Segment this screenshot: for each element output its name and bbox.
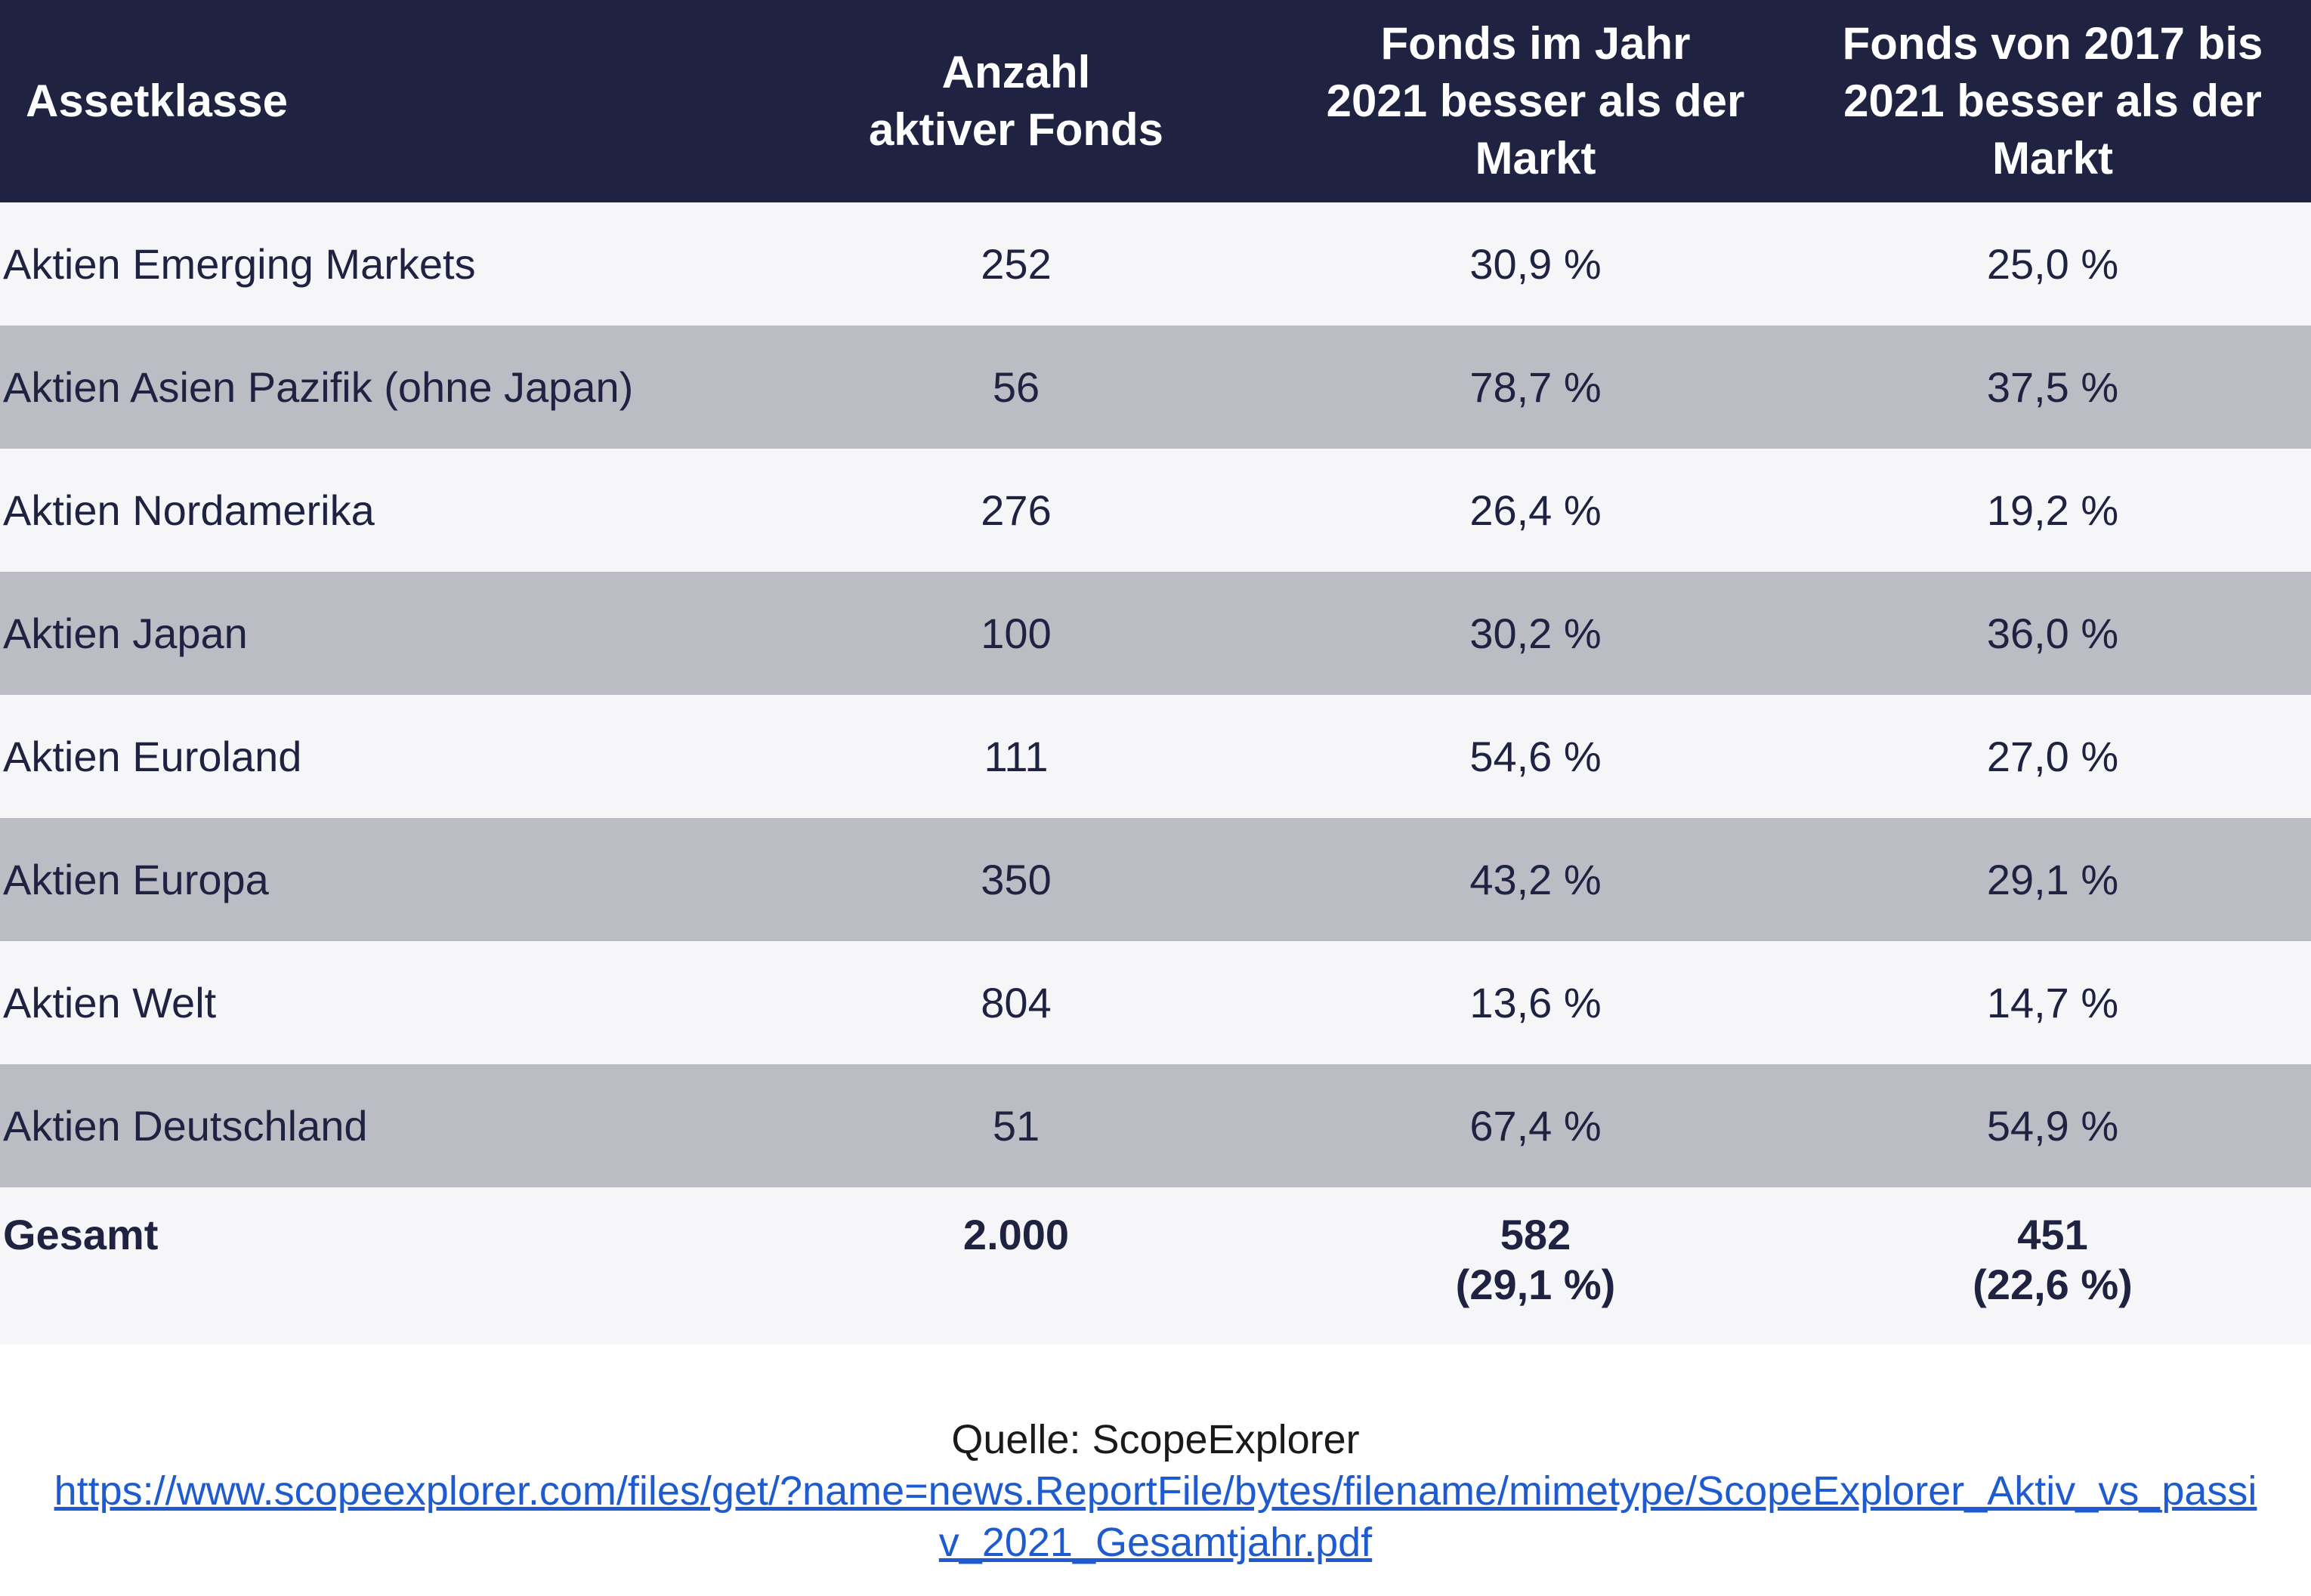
table-row: Aktien Nordamerika 276 26,4 % 19,2 % — [0, 449, 2311, 572]
asset-class-cell: Aktien Deutschland — [3, 1102, 368, 1150]
fund-performance-table: Assetklasse Anzahl aktiver Fonds Fonds i… — [0, 0, 2311, 1344]
asset-class-cell: Aktien Euroland — [3, 733, 302, 780]
total-row: Gesamt 2.000 582 (29,1 %) 451 (22,6 %) — [0, 1187, 2311, 1344]
outperform-2017-2021-cell: 54,9 % — [1986, 1102, 2119, 1150]
outperform-2017-2021-cell: 25,0 % — [1986, 240, 2119, 288]
table-row: Aktien Japan 100 30,2 % 36,0 % — [0, 572, 2311, 695]
outperform-2021-cell: 54,6 % — [1469, 733, 1602, 780]
asset-class-cell: Aktien Asien Pazifik (ohne Japan) — [3, 363, 634, 411]
outperform-2017-2021-cell: 36,0 % — [1986, 610, 2119, 657]
fund-count-cell: 804 — [981, 979, 1052, 1026]
total-outperform-2017-2021: 451 (22,6 %) — [1973, 1211, 2133, 1308]
outperform-2021-cell: 43,2 % — [1469, 856, 1602, 903]
outperform-2021-cell: 26,4 % — [1469, 486, 1602, 534]
source-note: Quelle: ScopeExplorer https://www.scopee… — [0, 1414, 2311, 1568]
table-row: Aktien Welt 804 13,6 % 14,7 % — [0, 941, 2311, 1064]
outperform-2021-cell: 78,7 % — [1469, 363, 1602, 411]
header-anzahl-aktiver-fonds: Anzahl aktiver Fonds — [868, 47, 1164, 155]
asset-class-cell: Aktien Welt — [3, 979, 217, 1026]
outperform-2021-cell: 67,4 % — [1469, 1102, 1602, 1150]
table-row: Aktien Emerging Markets 252 30,9 % 25,0 … — [0, 202, 2311, 326]
outperform-2017-2021-cell: 14,7 % — [1986, 979, 2119, 1026]
total-count: 2.000 — [962, 1211, 1070, 1258]
table-row: Aktien Asien Pazifik (ohne Japan) 56 78,… — [0, 326, 2311, 449]
asset-class-cell: Aktien Japan — [3, 610, 248, 657]
outperform-2021-cell: 30,9 % — [1469, 240, 1602, 288]
source-link[interactable]: https://www.scopeexplorer.com/files/get/… — [54, 1468, 2257, 1565]
source-label: Quelle: ScopeExplorer — [951, 1417, 1360, 1462]
fund-count-cell: 100 — [981, 610, 1052, 657]
total-label: Gesamt — [3, 1211, 159, 1258]
asset-class-cell: Aktien Nordamerika — [3, 486, 375, 534]
header-fonds-2017-2021: Fonds von 2017 bis 2021 besser als der M… — [1842, 18, 2263, 184]
outperform-2021-cell: 13,6 % — [1469, 979, 1602, 1026]
fund-count-cell: 51 — [992, 1102, 1040, 1150]
fund-count-cell: 56 — [992, 363, 1040, 411]
total-outperform-2021: 582 (29,1 %) — [1455, 1211, 1616, 1308]
outperform-2017-2021-cell: 27,0 % — [1986, 733, 2119, 780]
fund-count-cell: 276 — [981, 486, 1052, 534]
outperform-2021-cell: 30,2 % — [1469, 610, 1602, 657]
outperform-2017-2021-cell: 37,5 % — [1986, 363, 2119, 411]
outperform-2017-2021-cell: 19,2 % — [1986, 486, 2119, 534]
fund-count-cell: 350 — [981, 856, 1052, 903]
fund-count-cell: 252 — [981, 240, 1052, 288]
table-row: Aktien Euroland 111 54,6 % 27,0 % — [0, 695, 2311, 818]
header-assetklasse: Assetklasse — [26, 76, 288, 126]
header-fonds-2021: Fonds im Jahr 2021 besser als der Markt — [1326, 18, 1745, 184]
fund-count-cell: 111 — [984, 733, 1049, 780]
table-header: Assetklasse Anzahl aktiver Fonds Fonds i… — [0, 0, 2311, 202]
table-row: Aktien Deutschland 51 67,4 % 54,9 % — [0, 1064, 2311, 1187]
asset-class-cell: Aktien Europa — [3, 856, 269, 903]
table-row: Aktien Europa 350 43,2 % 29,1 % — [0, 818, 2311, 941]
asset-class-cell: Aktien Emerging Markets — [3, 240, 476, 288]
outperform-2017-2021-cell: 29,1 % — [1986, 856, 2119, 903]
